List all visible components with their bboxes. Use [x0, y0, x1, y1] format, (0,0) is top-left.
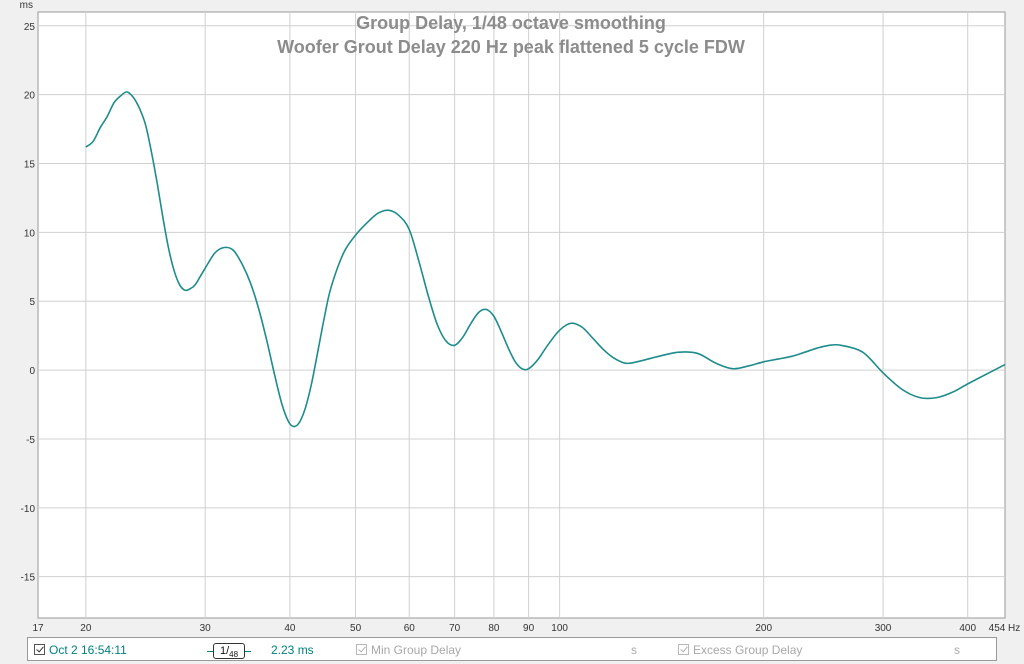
x-tick-label: 60 [404, 623, 416, 634]
x-axis: 20 30 40 50 60 70 80 90 100 200 300 400 17 454 [32, 623, 1005, 634]
excess-group-delay-unit: s [954, 643, 960, 657]
min-group-delay-checkbox[interactable] [356, 644, 367, 655]
x-tick-label: 400 [959, 623, 976, 634]
y-tick-label: 15 [24, 160, 36, 171]
grid-lines [38, 12, 1005, 618]
x-max-label: 454 [989, 623, 1006, 634]
y-tick-label: 25 [24, 22, 36, 33]
y-tick-label: 20 [24, 91, 36, 102]
x-tick-label: 40 [284, 623, 296, 634]
curve-legend-item[interactable]: Oct 2 16:54:11 [34, 642, 127, 658]
excess-group-delay-item[interactable]: Excess Group Delay [678, 642, 802, 658]
y-tick-label: -10 [21, 504, 36, 515]
excess-group-delay-checkbox[interactable] [678, 644, 689, 655]
y-tick-label: -5 [26, 435, 35, 446]
x-tick-label: 80 [488, 623, 500, 634]
curve-checkbox[interactable] [34, 644, 45, 655]
x-tick-label: 100 [551, 623, 568, 634]
group-delay-curve [85, 91, 1006, 428]
excess-group-delay-label: Excess Group Delay [693, 643, 803, 657]
x-tick-label: 90 [523, 623, 535, 634]
x-tick-label: 300 [875, 623, 892, 634]
smoothing-indicator[interactable]: 1/48 [207, 643, 251, 660]
smoothing-control[interactable]: 1/48 [207, 642, 251, 660]
x-tick-label: 200 [755, 623, 772, 634]
smoothing-numerator: 1 [219, 645, 227, 657]
x-tick-label: 20 [80, 623, 92, 634]
min-group-delay-unit: s [631, 643, 637, 657]
chart-subtitle: Woofer Grout Delay 220 Hz peak flattened… [277, 37, 745, 57]
y-tick-label: 5 [29, 297, 35, 308]
plot-area[interactable] [37, 11, 1006, 619]
x-tick-label: 70 [449, 623, 461, 634]
y-tick-label: 0 [29, 366, 35, 377]
y-tick-label: 10 [24, 228, 36, 239]
x-tick-label: 30 [200, 623, 212, 634]
smoothing-denominator: 48 [229, 650, 239, 660]
chart-title: Group Delay, 1/48 octave smoothing [356, 13, 666, 33]
y-unit-label: ms [20, 0, 33, 11]
curve-name: Oct 2 16:54:11 [49, 643, 127, 657]
x-unit-label: Hz [1008, 623, 1020, 634]
y-axis: 25 20 15 10 5 0 -5 -10 -15 [21, 22, 36, 584]
x-tick-label: 50 [350, 623, 362, 634]
x-min-label: 17 [32, 623, 44, 634]
min-group-delay-label: Min Group Delay [371, 643, 462, 657]
min-group-delay-item[interactable]: Min Group Delay [356, 642, 461, 658]
y-tick-label: -15 [21, 573, 36, 584]
legend-bar: Oct 2 16:54:11 1/48 2.23 ms Min Group De… [27, 637, 997, 661]
delay-value: 2.23 ms [271, 643, 314, 657]
